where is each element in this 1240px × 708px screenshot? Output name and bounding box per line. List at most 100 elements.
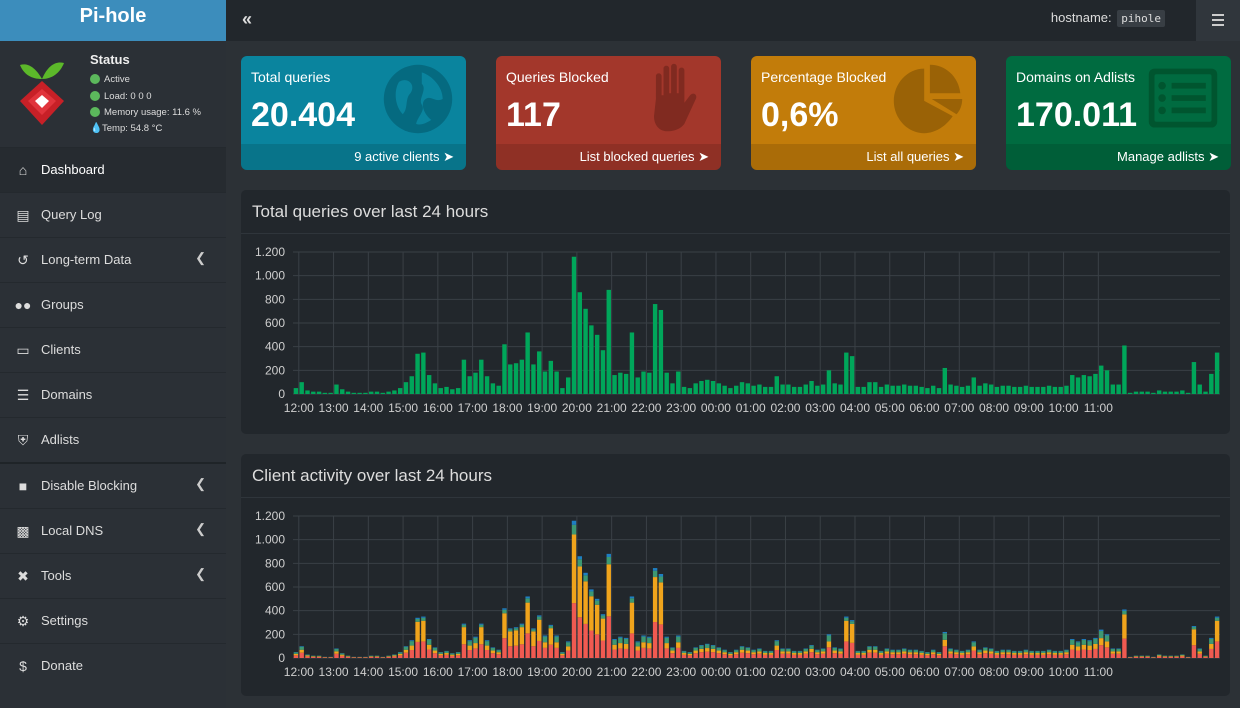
- bar-segment-client-orange[interactable]: [925, 653, 930, 656]
- bar-segment-client-red[interactable]: [1174, 656, 1179, 658]
- bar-segment-client-blue[interactable]: [942, 631, 947, 634]
- bar-segment-client-teal[interactable]: [988, 649, 994, 652]
- bar-segment-client-teal[interactable]: [1023, 650, 1029, 653]
- bar-segment-client-teal[interactable]: [768, 651, 774, 654]
- bar-segment-client-teal[interactable]: [728, 652, 733, 654]
- bar-segment-client-red[interactable]: [1209, 648, 1214, 658]
- bar-segment-client-orange[interactable]: [977, 652, 982, 655]
- bar-segment-client-red[interactable]: [426, 649, 432, 658]
- bar-segment-client-red[interactable]: [409, 650, 414, 658]
- bar-segment-client-teal[interactable]: [757, 649, 762, 652]
- bar-segment-client-orange[interactable]: [652, 577, 658, 623]
- bar-segment-client-orange[interactable]: [1058, 653, 1063, 655]
- bar[interactable]: [1023, 385, 1029, 394]
- bar-segment-client-red[interactable]: [838, 653, 843, 658]
- bar-segment-client-red[interactable]: [1151, 657, 1156, 658]
- list-blocked-queries-link[interactable]: List blocked queries ➤: [496, 144, 721, 170]
- bar-segment-client-blue[interactable]: [612, 639, 617, 641]
- bar-segment-client-orange[interactable]: [699, 648, 704, 653]
- bar[interactable]: [1017, 386, 1023, 394]
- bar-segment-client-teal[interactable]: [705, 644, 710, 649]
- bar-segment-client-orange[interactable]: [710, 648, 716, 653]
- bar-segment-client-red[interactable]: [380, 657, 386, 658]
- bar-segment-client-blue[interactable]: [623, 637, 629, 639]
- bar-segment-client-blue[interactable]: [403, 646, 409, 647]
- bar-segment-client-teal[interactable]: [809, 645, 814, 649]
- bar[interactable]: [849, 356, 855, 394]
- bar[interactable]: [421, 352, 426, 394]
- bar-segment-client-teal[interactable]: [1012, 651, 1017, 654]
- bar-segment-client-teal[interactable]: [1110, 649, 1116, 652]
- bar-segment-client-blue[interactable]: [1104, 634, 1110, 636]
- bar[interactable]: [936, 388, 942, 394]
- bar-segment-client-red[interactable]: [508, 646, 513, 658]
- bar-segment-client-red[interactable]: [397, 655, 403, 658]
- bar-segment-client-red[interactable]: [554, 647, 559, 658]
- bar-segment-client-teal[interactable]: [1122, 610, 1127, 615]
- bar-segment-client-red[interactable]: [1093, 648, 1098, 658]
- bar-segment-client-teal[interactable]: [1116, 649, 1121, 652]
- bar-segment-client-orange[interactable]: [618, 643, 623, 649]
- bar-segment-client-orange[interactable]: [397, 653, 403, 656]
- bar-segment-client-orange[interactable]: [676, 642, 681, 648]
- bar-segment-client-blue[interactable]: [739, 646, 745, 647]
- bar-segment-client-orange[interactable]: [623, 643, 629, 649]
- bar[interactable]: [745, 383, 751, 394]
- bar-segment-client-teal[interactable]: [293, 652, 299, 654]
- bar[interactable]: [322, 392, 328, 394]
- bar-segment-client-teal[interactable]: [606, 556, 611, 565]
- bar-segment-client-red[interactable]: [716, 653, 722, 658]
- bar[interactable]: [699, 380, 704, 394]
- bar-segment-client-red[interactable]: [647, 648, 652, 658]
- bar-segment-client-teal[interactable]: [890, 650, 895, 653]
- bar-segment-client-red[interactable]: [635, 650, 640, 658]
- bar-segment-client-teal[interactable]: [1064, 650, 1069, 653]
- bar-segment-client-blue[interactable]: [1070, 639, 1075, 641]
- bar-segment-client-red[interactable]: [670, 653, 675, 658]
- bar-segment-client-orange[interactable]: [786, 651, 791, 654]
- bar-segment-client-teal[interactable]: [589, 591, 594, 597]
- bar[interactable]: [1122, 345, 1127, 394]
- bar-segment-client-red[interactable]: [1127, 657, 1133, 658]
- bar-segment-client-teal[interactable]: [1052, 651, 1058, 654]
- bar-segment-client-teal[interactable]: [820, 649, 826, 652]
- bar-segment-client-red[interactable]: [1023, 654, 1029, 658]
- bar-segment-client-red[interactable]: [797, 654, 803, 658]
- bar-segment-client-teal[interactable]: [305, 654, 310, 656]
- bar[interactable]: [1070, 375, 1075, 394]
- active-clients-link[interactable]: 9 active clients ➤: [241, 144, 466, 170]
- bar-segment-client-orange[interactable]: [594, 604, 600, 635]
- bar[interactable]: [589, 325, 594, 394]
- bar-segment-client-teal[interactable]: [403, 646, 409, 650]
- bar-segment-client-teal[interactable]: [710, 645, 716, 649]
- bar-segment-client-red[interactable]: [1035, 654, 1040, 658]
- bar-segment-client-teal[interactable]: [647, 637, 652, 644]
- bar-segment-client-orange[interactable]: [1046, 652, 1052, 655]
- bar-segment-client-orange[interactable]: [809, 648, 814, 653]
- bar[interactable]: [496, 385, 501, 394]
- bar-segment-client-orange[interactable]: [1162, 656, 1168, 657]
- bar[interactable]: [867, 382, 872, 394]
- bar[interactable]: [600, 350, 606, 394]
- bar-segment-client-orange[interactable]: [415, 621, 420, 642]
- bar-segment-client-orange[interactable]: [1191, 629, 1197, 646]
- bar-segment-client-teal[interactable]: [1093, 638, 1098, 644]
- bar[interactable]: [1145, 391, 1150, 394]
- bar[interactable]: [467, 376, 472, 394]
- bar-segment-client-teal[interactable]: [450, 653, 455, 655]
- bar[interactable]: [397, 388, 403, 394]
- bar-segment-client-orange[interactable]: [467, 645, 472, 651]
- bar-segment-client-red[interactable]: [1017, 654, 1023, 658]
- bar-segment-client-orange[interactable]: [797, 653, 803, 655]
- bar-segment-client-teal[interactable]: [844, 617, 849, 621]
- bar-segment-client-teal[interactable]: [345, 655, 351, 657]
- bar[interactable]: [1203, 391, 1208, 394]
- bar-segment-client-teal[interactable]: [600, 615, 606, 619]
- bar[interactable]: [409, 376, 414, 394]
- bar-segment-client-blue[interactable]: [519, 623, 525, 625]
- bar-segment-client-orange[interactable]: [571, 534, 577, 604]
- bar-segment-client-blue[interactable]: [670, 647, 675, 648]
- bar-segment-client-teal[interactable]: [438, 652, 443, 654]
- bar-segment-client-teal[interactable]: [1180, 654, 1185, 656]
- bar-segment-client-orange[interactable]: [647, 643, 652, 649]
